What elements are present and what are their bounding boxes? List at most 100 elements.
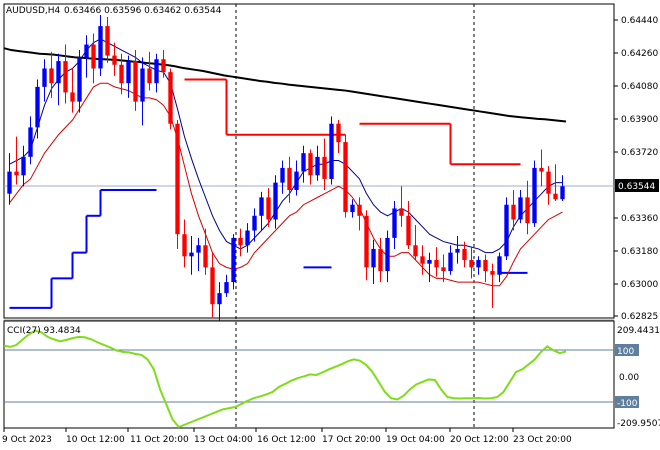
candles-layer	[7, 15, 565, 321]
bear-candle	[182, 234, 187, 257]
bull-candle	[273, 182, 278, 220]
bear-candle	[539, 167, 544, 172]
bull-candle	[518, 197, 523, 220]
bull-candle	[224, 282, 229, 294]
cci-tick: -209.9507	[617, 419, 660, 429]
ma-long-line	[3, 47, 567, 123]
bear-candle	[105, 26, 110, 56]
bull-candle	[329, 123, 334, 179]
bear-candle	[399, 208, 404, 216]
bear-candle	[490, 271, 495, 275]
cci-tick: 100	[617, 347, 634, 357]
bear-candle	[469, 259, 474, 268]
time-tick: 11 Oct 20:00	[130, 435, 189, 445]
bull-candle	[42, 68, 47, 87]
bear-candle	[203, 245, 208, 268]
bull-candle	[280, 167, 285, 183]
bull-candle	[35, 86, 40, 128]
bull-candle	[84, 44, 89, 58]
price-tick: 0.64440	[621, 16, 658, 26]
bull-candle	[245, 230, 250, 246]
bear-candle	[441, 267, 446, 272]
bear-candle	[168, 72, 173, 124]
cci-tick: 0.00	[619, 373, 639, 383]
bull-candle	[77, 57, 82, 102]
bear-candle	[266, 197, 271, 220]
bear-candle	[49, 68, 54, 84]
bear-candle	[70, 92, 75, 102]
bull-candle	[56, 61, 61, 84]
bull-candle	[301, 153, 306, 172]
cci-layer	[3, 329, 567, 429]
price-tick: 0.63360	[621, 214, 658, 224]
bear-candle	[112, 55, 117, 65]
cci-line	[3, 329, 567, 429]
bear-candle	[546, 171, 551, 194]
bear-candle	[308, 153, 313, 176]
bear-candle	[553, 193, 558, 200]
bear-candle	[511, 204, 516, 220]
time-tick: 23 Oct 20:00	[513, 435, 572, 445]
bear-candle	[525, 197, 530, 224]
ohlc-label: 0.63466 0.63596 0.63462 0.63544	[64, 6, 222, 16]
bear-candle	[14, 171, 19, 176]
bull-candle	[231, 237, 236, 283]
bear-candle	[161, 59, 166, 73]
bull-candle	[371, 248, 376, 268]
price-tick: 0.62825	[621, 312, 658, 322]
bull-candle	[140, 68, 145, 102]
bear-candle	[378, 248, 383, 272]
bull-candle	[259, 197, 264, 216]
ma-red-line	[9, 82, 563, 287]
cci-tick-box	[615, 396, 639, 408]
bear-candle	[238, 237, 243, 246]
bull-candle	[217, 293, 222, 305]
bear-candle	[413, 245, 418, 257]
cci-tick: -100	[617, 399, 638, 409]
cci-tick-box	[615, 344, 639, 356]
bull-candle	[497, 256, 502, 275]
price-tick: 0.64080	[621, 82, 658, 92]
bull-candle	[28, 127, 33, 157]
price-tick: 0.63900	[621, 115, 658, 125]
bear-candle	[343, 142, 348, 213]
bear-candle	[322, 156, 327, 179]
bull-candle	[455, 248, 460, 253]
bear-candle	[420, 256, 425, 264]
bull-candle	[448, 252, 453, 272]
bull-candle	[476, 259, 481, 268]
cci-tick: 209.4431	[617, 326, 660, 336]
bull-candle	[315, 156, 320, 176]
bear-candle	[406, 215, 411, 246]
bull-candle	[532, 167, 537, 224]
bear-candle	[483, 259, 488, 272]
symbol-label: AUDUSD,H4	[6, 6, 61, 16]
bear-candle	[287, 167, 292, 191]
bull-candle	[98, 26, 103, 69]
bull-candle	[427, 259, 432, 264]
bull-candle	[504, 204, 509, 257]
bear-candle	[133, 61, 138, 102]
current-price-value: 0.63544	[618, 182, 655, 192]
bull-candle	[126, 61, 131, 84]
bull-candle	[21, 156, 26, 176]
cci-axis: 209.4431 100 0.00 -100 -209.9507	[615, 326, 660, 429]
bear-candle	[336, 123, 341, 143]
bear-candle	[357, 204, 362, 216]
bull-candle	[189, 252, 194, 257]
bear-candle	[462, 248, 467, 260]
price-tick: 0.63720	[621, 148, 658, 158]
bear-candle	[434, 259, 439, 268]
bear-candle	[147, 68, 152, 84]
bull-candle	[7, 171, 12, 194]
time-tick: 13 Oct 04:00	[194, 435, 253, 445]
bear-candle	[364, 215, 369, 268]
time-tick: 20 Oct 12:00	[450, 435, 509, 445]
time-tick: 9 Oct 2023	[2, 435, 52, 445]
bull-candle	[196, 245, 201, 253]
price-tick: 0.63180	[621, 247, 658, 257]
cci-label: CCI(27) 93.4834	[7, 326, 81, 336]
bear-candle	[210, 267, 215, 305]
bear-candle	[91, 44, 96, 69]
time-tick: 10 Oct 12:00	[66, 435, 125, 445]
